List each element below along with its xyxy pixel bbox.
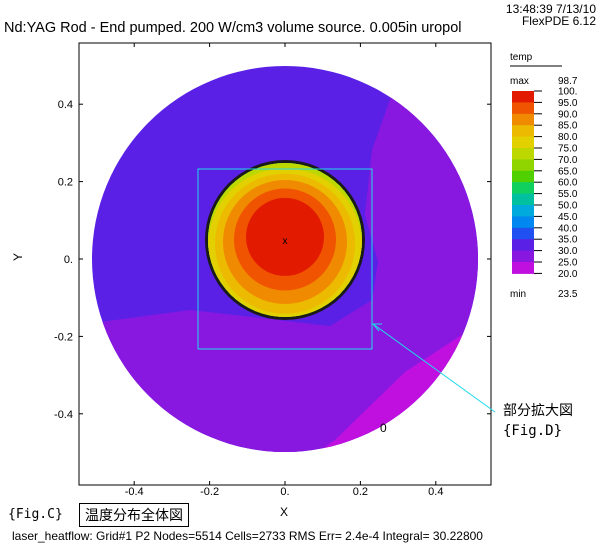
legend-swatch <box>512 159 534 172</box>
version-label: FlexPDE 6.12 <box>521 14 596 28</box>
legend-level-label: 45.0 <box>558 212 578 223</box>
zoom-callout-title: 部分拡大図 <box>503 402 573 418</box>
legend-level-label: 55.0 <box>558 189 578 200</box>
legend-swatch <box>512 113 534 126</box>
x-tick-label: 0. <box>280 486 289 498</box>
legend-title: temp <box>510 52 533 63</box>
legend-min-value: 23.5 <box>558 289 578 300</box>
page-title: Nd:YAG Rod - End pumped. 200 W/cm3 volum… <box>4 20 462 36</box>
legend-level-label: 40.0 <box>558 223 578 234</box>
legend-swatch <box>512 148 534 160</box>
legend-swatch <box>512 170 534 183</box>
zoom-callout: 部分拡大図 {Fig.D} <box>503 400 573 442</box>
legend-level-label: 50.0 <box>558 201 578 212</box>
legend-level-label: 80.0 <box>558 132 578 143</box>
legend-level-label: 35.0 <box>558 235 578 246</box>
legend-swatch <box>512 216 534 229</box>
legend-level-label: 65.0 <box>558 166 578 177</box>
legend-swatch <box>512 91 534 103</box>
y-axis-label: Y <box>11 252 26 262</box>
legend-swatch <box>512 125 534 138</box>
legend-level-label: 90.0 <box>558 109 578 120</box>
y-axis-ticks: 0.4 0.2 0. -0.2 -0.4 <box>54 99 491 421</box>
callout-leader <box>372 323 496 413</box>
x-tick-label: 0.2 <box>353 486 368 498</box>
x-axis-label: X <box>280 505 289 519</box>
rod-band <box>246 197 324 276</box>
legend-swatch <box>512 102 534 115</box>
y-tick-label: -0.2 <box>54 331 73 343</box>
x-tick-label: -0.4 <box>125 486 144 498</box>
legend-swatch <box>512 205 534 217</box>
zoom-region-box <box>197 168 373 350</box>
legend-level-label: 25.0 <box>558 258 578 269</box>
status-footer: laser_heatflow: Grid#1 P2 Nodes=5514 Cel… <box>12 529 483 543</box>
temperature-field: x <box>92 66 478 452</box>
zoom-callout-figure: {Fig.D} <box>503 423 563 439</box>
legend-level-label: 100. <box>558 87 577 98</box>
overview-caption: 温度分布全体図 <box>79 503 189 527</box>
legend-level-label: 20.0 <box>558 269 578 280</box>
legend-level-label: 60.0 <box>558 178 578 189</box>
legend-swatch <box>512 193 534 206</box>
timestamp: 13:48:39 7/13/10 <box>505 2 596 16</box>
legend-level-label: 75.0 <box>558 144 578 155</box>
legend-swatch <box>512 239 534 252</box>
legend: max 98.7100.95.090.085.080.075.070.065.06… <box>510 65 578 300</box>
legend-swatch <box>512 136 534 149</box>
x-axis-ticks: -0.4 -0.2 0. 0.2 0.4 <box>125 43 443 498</box>
legend-swatch <box>512 262 534 274</box>
x-tick-label: 0.4 <box>428 486 443 498</box>
legend-swatch <box>512 250 534 263</box>
legend-level-label: 85.0 <box>558 121 578 132</box>
y-tick-label: 0. <box>64 254 73 266</box>
legend-swatch <box>512 227 534 240</box>
legend-max-value: 98.7 <box>558 76 578 87</box>
legend-level-label: 70.0 <box>558 155 578 166</box>
legend-max-label: max <box>510 76 529 87</box>
y-tick-label: -0.4 <box>54 409 73 421</box>
y-tick-label: 0.2 <box>58 177 73 189</box>
x-tick-label: -0.2 <box>200 486 219 498</box>
legend-level-label: 30.0 <box>558 246 578 257</box>
band-30-right <box>95 90 478 452</box>
figure-label: {Fig.C} <box>8 507 63 522</box>
callout-arrowhead <box>371 323 382 332</box>
rod-temperature-bands <box>208 163 362 317</box>
y-tick-label: 0.4 <box>58 99 73 111</box>
stray-mesh-label: 0 <box>380 421 387 435</box>
rod-center-marker: x <box>283 236 288 247</box>
legend-level-label: 95.0 <box>558 98 578 109</box>
legend-swatch <box>512 182 534 195</box>
legend-min-label: min <box>510 289 526 300</box>
